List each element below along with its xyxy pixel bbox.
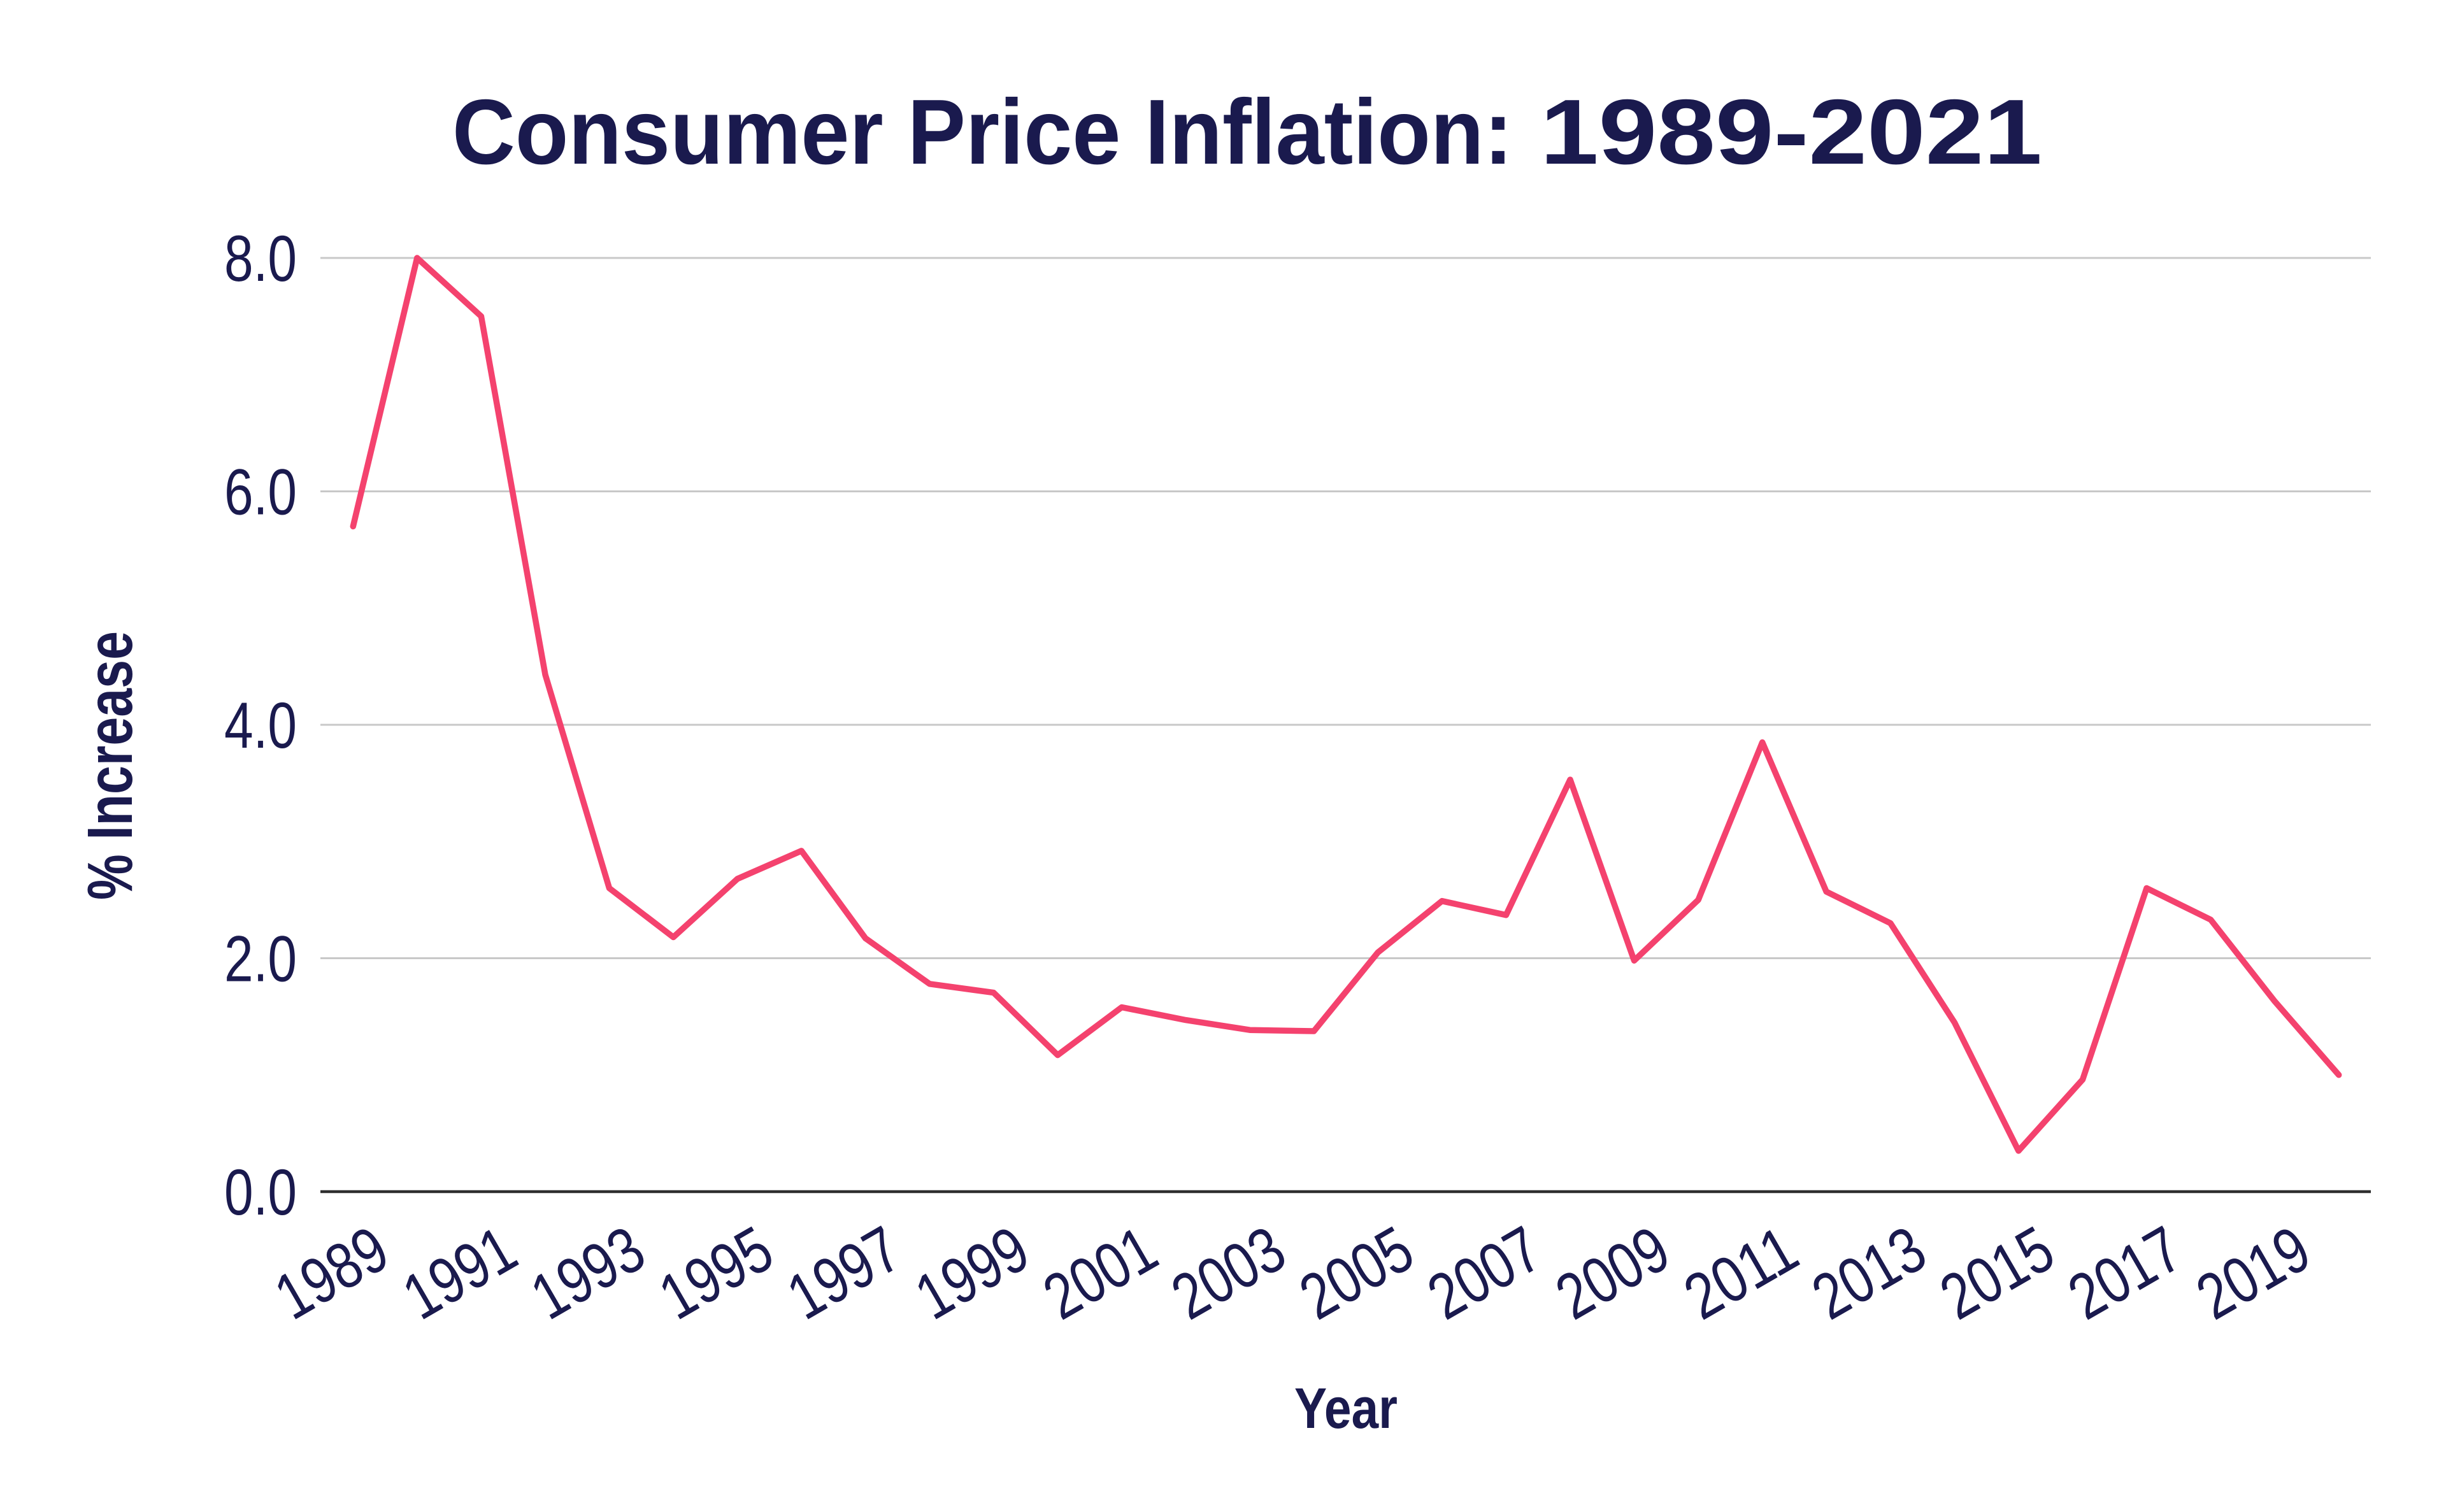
svg-text:1989-2021: 1989-2021 — [1540, 80, 2042, 183]
svg-text:2.0: 2.0 — [224, 923, 297, 995]
svg-text:Year: Year — [1294, 1377, 1398, 1441]
svg-text:% Increase: % Increase — [75, 631, 146, 900]
svg-text:0.0: 0.0 — [224, 1156, 297, 1229]
svg-text:Consumer Price Inflation:: Consumer Price Inflation: — [452, 80, 1513, 183]
svg-text:8.0: 8.0 — [224, 222, 297, 295]
svg-text:4.0: 4.0 — [224, 689, 297, 762]
svg-text:6.0: 6.0 — [224, 456, 297, 529]
